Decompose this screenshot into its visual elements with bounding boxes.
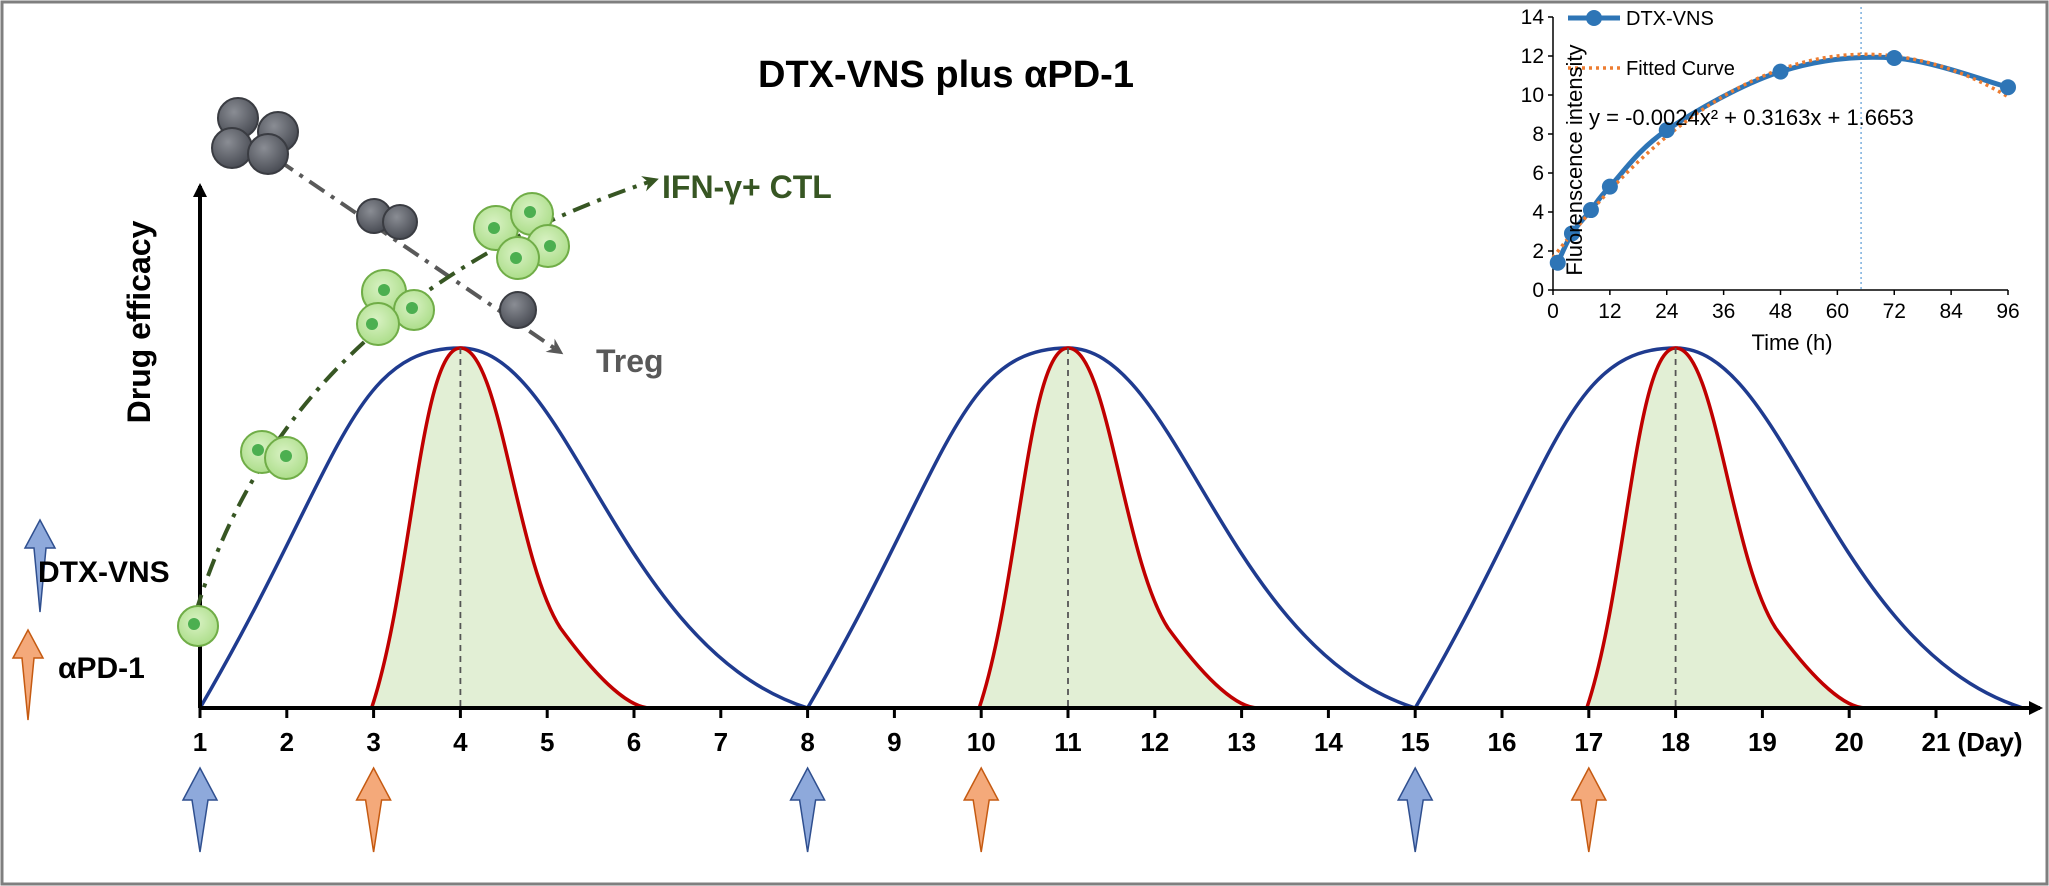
inset-fitted-curve xyxy=(1551,52,2009,259)
day-tick-label: 8 xyxy=(800,727,814,757)
dtx-dose-arrow xyxy=(789,766,826,853)
dose-arrows-group xyxy=(181,766,1608,853)
ctl-cell-cluster-small xyxy=(240,430,308,480)
day-tick-label: 3 xyxy=(366,727,380,757)
inset-x-tick-label: 72 xyxy=(1883,300,1906,323)
inset-y-tick-label: 6 xyxy=(1532,162,1544,185)
inset-equation: y = -0.0024x² + 0.3163x + 1.6653 xyxy=(1589,105,1914,130)
inset-y-tick-label: 14 xyxy=(1521,6,1545,29)
day-tick-label: 14 xyxy=(1314,727,1343,757)
inset-y-tick-label: 12 xyxy=(1521,45,1544,68)
inset-y-tick-label: 10 xyxy=(1521,84,1544,107)
apd1-fill-group xyxy=(371,348,1866,708)
inset-data-point xyxy=(2000,79,2016,96)
inset-legend-fit-label: Fitted Curve xyxy=(1626,58,1735,80)
inset-data-point xyxy=(1582,202,1599,219)
inset-legend-series-marker xyxy=(1586,10,1602,26)
ctl-increase-arrow xyxy=(194,176,659,613)
apd1-fill-area xyxy=(1586,348,1866,708)
inset-y-tick-label: 4 xyxy=(1532,201,1544,224)
day-tick-label: 21 xyxy=(1922,727,1951,757)
day-tick-label: 10 xyxy=(967,727,996,757)
day-tick-label: 9 xyxy=(887,727,901,757)
inset-x-tick-label: 12 xyxy=(1598,300,1621,323)
apd1-efficacy-curve xyxy=(1585,346,1866,710)
legend-dtx-arrow xyxy=(23,518,57,613)
day-tick-label: 4 xyxy=(453,727,468,757)
curves-group xyxy=(198,346,2024,710)
day-tick-label: 5 xyxy=(540,727,554,757)
inset-data-point xyxy=(1601,178,1618,195)
inset-x-tick-label: 0 xyxy=(1547,300,1559,323)
dtx-dose-arrow xyxy=(1396,766,1434,853)
inset-y-tick-label: 0 xyxy=(1532,279,1544,302)
apd1-fill-area xyxy=(979,348,1258,708)
day-tick-label: 13 xyxy=(1227,727,1256,757)
apd1-dose-arrow xyxy=(962,766,1000,853)
ctl-label: IFN-γ+ CTL xyxy=(662,169,832,205)
day-tick-label: 2 xyxy=(280,727,294,757)
apd1-fill-area xyxy=(371,348,651,708)
day-tick-label: 18 xyxy=(1661,727,1690,757)
day-tick-label: 17 xyxy=(1574,727,1603,757)
apd1-dose-arrow xyxy=(355,766,392,853)
day-tick-label: 16 xyxy=(1488,727,1517,757)
inset-data-point xyxy=(1772,63,1789,80)
apd1-dose-arrow xyxy=(1570,766,1608,853)
x-axis-unit: (Day) xyxy=(1957,727,2022,757)
legend-apd1-arrow xyxy=(11,628,45,721)
day-tick-label: 19 xyxy=(1748,727,1777,757)
figure-title: DTX-VNS plus αPD-1 xyxy=(758,54,1134,96)
legend-apd1-label: αPD-1 xyxy=(58,652,145,685)
inset-x-tick-label: 24 xyxy=(1655,300,1679,323)
ctl-cell-cluster-medium xyxy=(356,269,435,346)
inset-xlabel: Time (h) xyxy=(1751,330,1832,355)
inset-x-tick-label: 48 xyxy=(1769,300,1792,323)
inset-data-point xyxy=(1658,122,1675,139)
inset-legend-series-label: DTX-VNS xyxy=(1626,8,1714,30)
legend-dtx-label: DTX-VNS xyxy=(38,556,170,589)
day-tick-label: 15 xyxy=(1401,727,1430,757)
treg-cell-cluster-large xyxy=(211,97,299,175)
day-tick-label: 20 xyxy=(1835,727,1864,757)
apd1-efficacy-curve xyxy=(977,346,1259,710)
treg-cell-cluster-medium xyxy=(356,198,418,240)
inset-x-tick-label: 60 xyxy=(1826,300,1849,323)
inset-x-tick-label: 84 xyxy=(1939,300,1963,323)
inset-data-point xyxy=(1549,254,1566,271)
apd1-efficacy-curve xyxy=(369,346,651,710)
inset-series-line xyxy=(1555,54,2009,264)
treg-cell-single xyxy=(499,291,537,329)
day-ticks-group: 1 2 3 4 5 6 7 8 9 10 11 12 13 14 15 16 17 18 19 20 21 xyxy=(193,708,1951,757)
inset-data-point xyxy=(1563,225,1580,242)
day-tick-label: 12 xyxy=(1140,727,1169,757)
day-tick-label: 7 xyxy=(714,727,728,757)
day-tick-label: 11 xyxy=(1054,727,1082,757)
y-axis-label: Drug efficacy xyxy=(121,220,157,423)
inset-y-tick-label: 2 xyxy=(1532,240,1544,263)
inset-ylabel: Fluorenscence intensity xyxy=(1562,44,1587,275)
ctl-cell-single xyxy=(177,605,219,647)
dtx-dose-arrow xyxy=(181,766,219,853)
inset-data-point xyxy=(1886,49,1903,66)
day-tick-label: 1 xyxy=(193,727,207,757)
inset-x-tick-label: 36 xyxy=(1712,300,1735,323)
inset-y-tick-label: 8 xyxy=(1532,123,1544,146)
day-tick-label: 6 xyxy=(627,727,641,757)
inset-x-tick-label: 96 xyxy=(1996,300,2019,323)
inset-legend xyxy=(1568,10,1620,70)
ctl-cell-cluster-large xyxy=(473,192,570,280)
treg-label: Treg xyxy=(596,343,664,379)
